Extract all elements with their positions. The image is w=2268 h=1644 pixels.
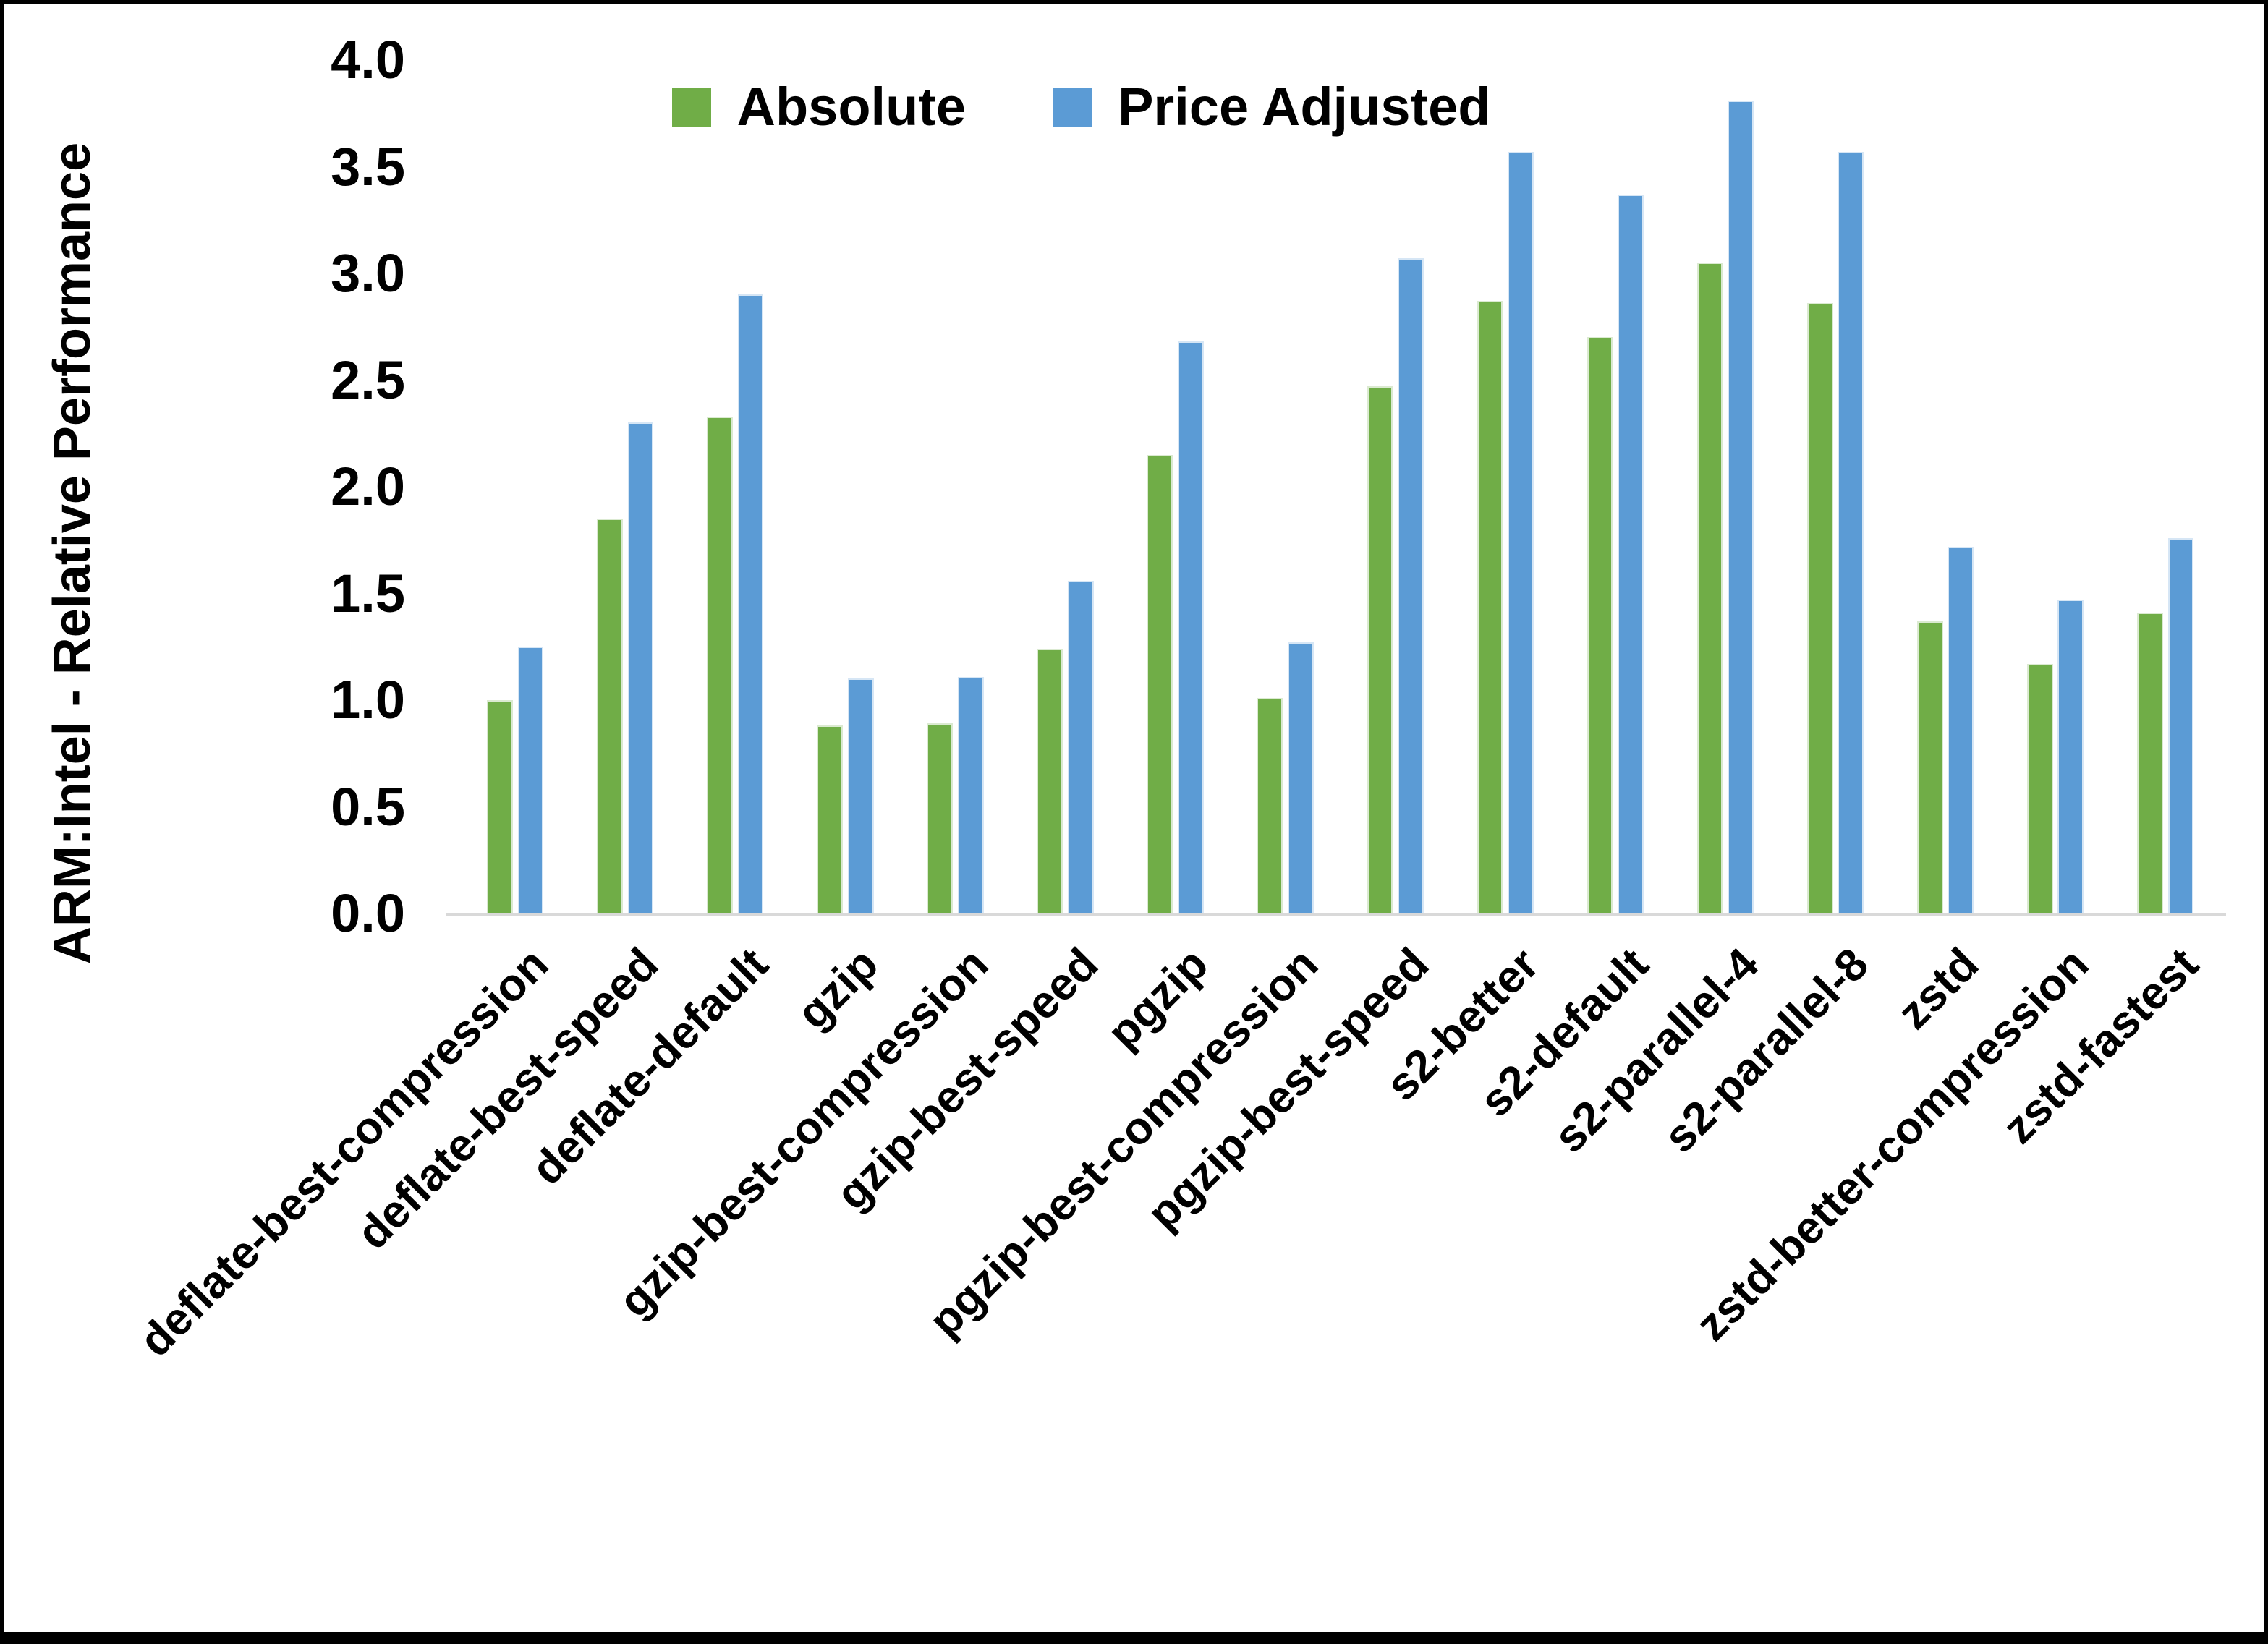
bar-price-adjusted-gzip-best-speed	[1067, 581, 1094, 913]
bar-price-adjusted-zstd	[1948, 547, 1974, 913]
bar-absolute-gzip	[817, 725, 843, 913]
legend-label: Price Adjusted	[1118, 77, 1491, 137]
legend-label: Absolute	[736, 77, 967, 137]
bar-price-adjusted-deflate-default	[737, 294, 764, 913]
bar-price-adjusted-pgzip-best-speed	[1398, 258, 1424, 913]
bar-price-adjusted-gzip-best-compression	[957, 677, 984, 913]
bar-price-adjusted-s2-better	[1508, 152, 1534, 913]
legend-swatch-icon	[671, 87, 711, 127]
bar-price-adjusted-s2-parallel-8	[1838, 152, 1864, 913]
plot-area	[459, 4, 2220, 913]
bar-price-adjusted-pgzip	[1177, 341, 1204, 913]
x-axis-line	[446, 913, 2226, 916]
bar-price-adjusted-gzip	[847, 678, 874, 913]
bar-absolute-s2-parallel-8	[1806, 303, 1833, 913]
bar-price-adjusted-s2-parallel-4	[1728, 101, 1754, 913]
legend: Absolute Price Adjusted	[4, 76, 2215, 137]
bar-absolute-deflate-default	[707, 417, 733, 913]
bar-absolute-pgzip-best-speed	[1367, 386, 1393, 913]
y-tick-label: 1.5	[331, 563, 405, 623]
bar-price-adjusted-zstd-better-compression	[2057, 600, 2084, 913]
bar-absolute-zstd-fastest	[2136, 613, 2163, 913]
bar-price-adjusted-zstd-fastest	[2167, 538, 2194, 913]
legend-item-absolute: Absolute	[671, 76, 967, 137]
bar-absolute-deflate-best-compression	[487, 700, 513, 913]
bar-price-adjusted-pgzip-best-compression	[1288, 642, 1314, 913]
bar-absolute-gzip-best-compression	[927, 723, 953, 913]
bar-absolute-pgzip-best-compression	[1257, 698, 1283, 913]
bar-absolute-s2-parallel-4	[1696, 263, 1723, 913]
bar-absolute-zstd-better-compression	[2026, 664, 2053, 913]
y-tick-label: 3.0	[331, 243, 405, 303]
bar-absolute-s2-better	[1477, 301, 1503, 913]
legend-item-price-adjusted: Price Adjusted	[1053, 76, 1490, 137]
bar-absolute-deflate-best-speed	[597, 519, 623, 913]
y-tick-label: 3.5	[331, 136, 405, 197]
y-axis-title: ARM:Intel - Relative Performance	[43, 142, 101, 965]
bar-absolute-s2-default	[1587, 337, 1613, 913]
bar-price-adjusted-s2-default	[1618, 195, 1644, 913]
bar-absolute-gzip-best-speed	[1037, 649, 1063, 913]
y-tick-label: 0.0	[331, 883, 405, 943]
y-tick-label: 4.0	[331, 30, 405, 90]
bar-absolute-zstd	[1916, 621, 1943, 913]
y-tick-label: 1.0	[331, 670, 405, 730]
y-tick-label: 2.5	[331, 349, 405, 410]
bar-absolute-pgzip	[1147, 455, 1173, 913]
y-tick-label: 2.0	[331, 456, 405, 516]
y-tick-label: 0.5	[331, 776, 405, 837]
bar-price-adjusted-deflate-best-compression	[517, 647, 544, 913]
bar-price-adjusted-deflate-best-speed	[627, 422, 654, 913]
legend-swatch-icon	[1053, 87, 1092, 127]
